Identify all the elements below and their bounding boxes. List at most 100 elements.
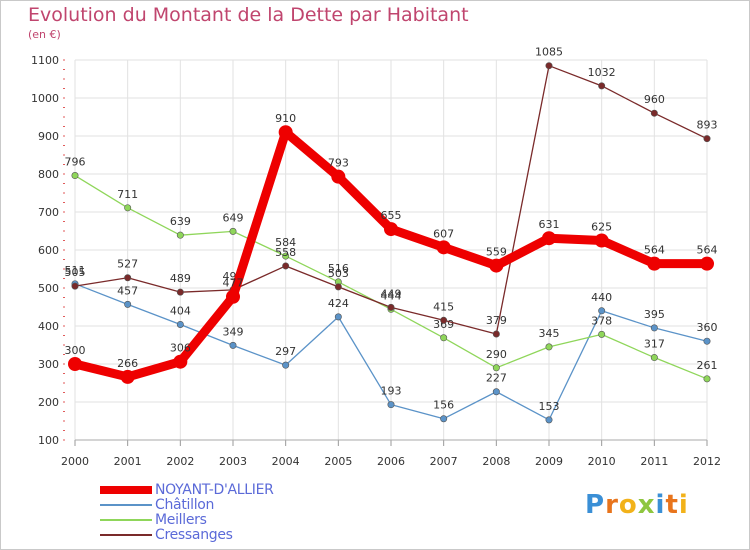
data-label: 297: [275, 345, 296, 358]
data-label: 379: [486, 314, 507, 327]
y-tick-label: 700: [38, 206, 59, 219]
chart-title: Evolution du Montant de la Dette par Hab…: [28, 4, 469, 26]
data-point: [492, 388, 500, 396]
data-point: [545, 416, 553, 424]
data-label: 655: [381, 209, 402, 222]
data-label: 404: [170, 304, 191, 317]
data-point: [703, 375, 711, 383]
logo-letter: r: [605, 490, 619, 520]
data-label: 1032: [588, 66, 616, 79]
data-label: 227: [486, 372, 507, 385]
data-point: [229, 341, 237, 349]
x-tick-label: 2001: [114, 455, 142, 468]
data-point: [71, 172, 79, 180]
x-tick-label: 2000: [61, 455, 89, 468]
x-tick-label: 2010: [588, 455, 616, 468]
data-label: 156: [433, 399, 454, 412]
data-label: 796: [65, 156, 86, 169]
x-tick-label: 2012: [693, 455, 721, 468]
data-label: 306: [170, 342, 191, 355]
x-tick-label: 2002: [166, 455, 194, 468]
x-tick-label: 2005: [324, 455, 352, 468]
data-label: 395: [644, 308, 665, 321]
data-point: [542, 231, 556, 246]
x-tick-label: 2008: [482, 455, 510, 468]
data-label: 261: [697, 359, 718, 372]
data-point: [334, 313, 342, 321]
data-point: [440, 415, 448, 423]
data-label: 360: [697, 321, 718, 334]
data-label: 477: [223, 277, 244, 290]
data-label: 266: [117, 357, 138, 370]
data-point: [545, 343, 553, 351]
data-point: [229, 227, 237, 235]
data-point: [173, 354, 188, 369]
data-point: [492, 364, 500, 372]
data-point: [703, 337, 711, 345]
data-point: [176, 320, 184, 328]
data-label: 639: [170, 215, 191, 228]
logo-letter: x: [637, 490, 656, 520]
data-point: [440, 316, 448, 324]
x-tick-label: 2007: [430, 455, 458, 468]
data-point: [176, 231, 184, 239]
logo-letter: i: [678, 490, 689, 520]
legend-swatch-chatillon: [100, 504, 152, 506]
data-point: [650, 109, 658, 117]
y-tick-label: 800: [38, 168, 59, 181]
data-label: 300: [65, 344, 86, 357]
data-label: 415: [433, 300, 454, 313]
data-point: [650, 324, 658, 332]
y-tick-label: 100: [38, 434, 59, 447]
legend-swatch-cressanges: [100, 534, 152, 536]
data-label: 711: [117, 188, 138, 201]
data-point: [334, 283, 342, 291]
data-label: 893: [697, 119, 718, 132]
data-point: [594, 233, 609, 248]
data-label: 559: [486, 246, 507, 259]
logo-letter: i: [655, 490, 666, 520]
x-tick-label: 2009: [535, 455, 563, 468]
data-point: [703, 135, 711, 143]
data-point: [598, 82, 606, 90]
x-tick-label: 2011: [640, 455, 668, 468]
chart-subtitle: (en €): [28, 28, 61, 41]
data-point: [120, 369, 135, 384]
data-label: 424: [328, 297, 349, 310]
y-tick-label: 900: [38, 130, 59, 143]
data-point: [700, 256, 714, 271]
y-tick-label: 600: [38, 244, 59, 257]
data-point: [71, 282, 79, 290]
data-label: 910: [275, 112, 296, 125]
data-point: [384, 222, 398, 237]
data-point: [647, 256, 662, 271]
data-point: [545, 62, 553, 70]
data-point: [440, 334, 448, 342]
data-point: [282, 262, 290, 270]
x-tick-label: 2004: [272, 455, 300, 468]
data-label: 290: [486, 348, 507, 361]
data-point: [282, 361, 290, 369]
data-label: 153: [539, 400, 560, 413]
data-label: 564: [697, 244, 718, 257]
data-label: 516: [328, 262, 349, 275]
data-point: [331, 169, 346, 184]
data-point: [598, 307, 606, 315]
data-point: [489, 258, 504, 273]
data-point: [226, 289, 240, 304]
data-point: [387, 303, 395, 311]
data-label: 505: [65, 266, 86, 279]
data-label: 317: [644, 338, 665, 351]
data-point: [124, 204, 132, 212]
data-label: 793: [328, 157, 349, 170]
y-tick-label: 1000: [31, 92, 59, 105]
logo-letter: P: [585, 490, 606, 520]
legend-label-chatillon: Châtillon: [155, 497, 215, 513]
y-tick-label: 300: [38, 358, 59, 371]
legend-label-cressanges: Cressanges: [155, 527, 233, 543]
data-label: 349: [223, 325, 244, 338]
data-label: 960: [644, 93, 665, 106]
legend-label-noyant: NOYANT-D'ALLIER: [155, 482, 274, 498]
data-label: 449: [381, 287, 402, 300]
